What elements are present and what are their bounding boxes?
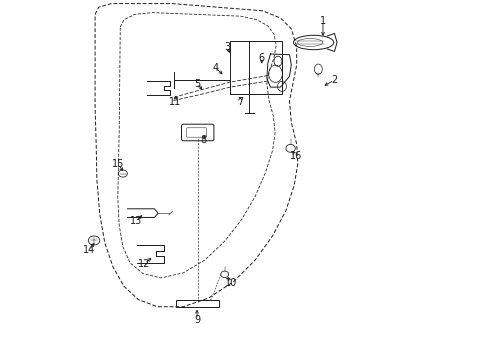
Bar bbox=[230, 41, 282, 94]
Text: 13: 13 bbox=[129, 216, 142, 226]
Text: 7: 7 bbox=[237, 96, 243, 107]
Text: 2: 2 bbox=[331, 75, 337, 85]
Text: 9: 9 bbox=[194, 315, 200, 325]
Text: 15: 15 bbox=[111, 159, 124, 169]
Text: 16: 16 bbox=[289, 150, 301, 161]
Text: 14: 14 bbox=[82, 245, 95, 255]
Text: 11: 11 bbox=[169, 96, 181, 107]
Text: 3: 3 bbox=[224, 42, 230, 52]
Text: 4: 4 bbox=[212, 63, 218, 73]
Text: 1: 1 bbox=[319, 16, 325, 26]
Text: 10: 10 bbox=[224, 278, 237, 288]
Text: 5: 5 bbox=[193, 78, 200, 89]
Text: 12: 12 bbox=[138, 258, 150, 269]
Text: 8: 8 bbox=[200, 135, 206, 145]
Bar bbox=[176, 300, 219, 307]
Text: 6: 6 bbox=[258, 53, 264, 63]
